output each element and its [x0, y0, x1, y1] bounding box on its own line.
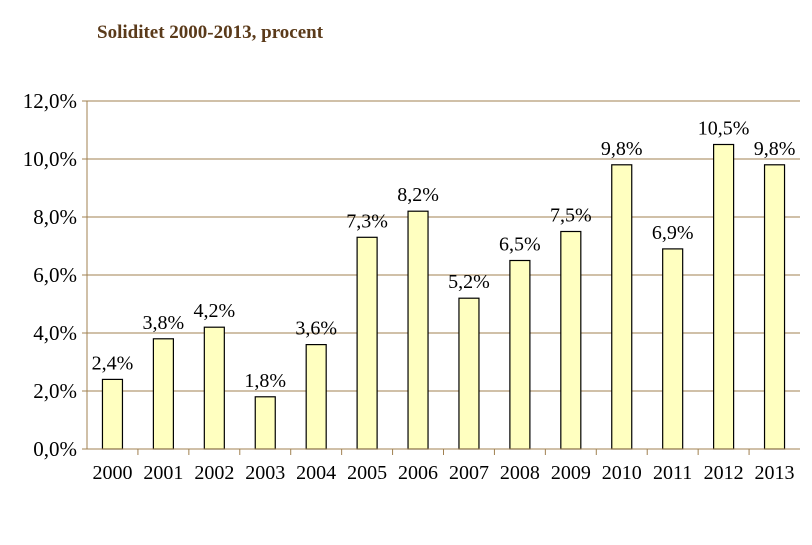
bar-2008 [509, 259, 531, 450]
data-label-2013: 9,8% [754, 138, 796, 160]
bar-2005 [356, 236, 378, 450]
y-tick-labels: 0,0% 2,0% 4,0% 6,0% 8,0% 10,0% 12,0% [23, 89, 77, 461]
bar-2011 [662, 248, 684, 450]
data-label-2008: 6,5% [499, 234, 541, 256]
data-labels: 2,4% 3,8% 4,2% 1,8% 3,6% 7,3% 8,2% 5,2% 6,5% 7,5%… [92, 118, 796, 392]
data-label-2000: 2,4% [92, 352, 134, 374]
x-tick-label: 2004 [296, 462, 336, 484]
x-tick-label: 2010 [602, 462, 642, 484]
axes [86, 101, 800, 450]
data-label-2011: 6,9% [652, 222, 694, 244]
bar-2010 [611, 164, 633, 450]
bar-2006 [407, 210, 429, 450]
data-label-2001: 3,8% [143, 312, 185, 334]
x-tick-label: 2007 [449, 462, 489, 484]
x-tick-label: 2000 [92, 462, 132, 484]
x-tick-label: 2013 [755, 462, 795, 484]
bar-2004 [305, 344, 327, 450]
data-label-2003: 1,8% [244, 370, 286, 392]
grid-lines [82, 100, 800, 450]
y-tick-label: 8,0% [33, 205, 77, 229]
y-tick-label: 10,0% [23, 147, 77, 171]
y-tick-label: 4,0% [33, 321, 77, 345]
bar-2002 [203, 326, 225, 450]
chart-title: Soliditet 2000-2013, procent [97, 22, 324, 43]
x-tick-label: 2001 [143, 462, 183, 484]
x-tick-label: 2002 [194, 462, 234, 484]
data-label-2010: 9,8% [601, 138, 643, 160]
data-label-2009: 7,5% [550, 205, 592, 227]
bar-2012 [713, 143, 735, 450]
x-tick-label: 2012 [704, 462, 744, 484]
data-label-2004: 3,6% [295, 318, 337, 340]
data-label-2012: 10,5% [698, 118, 750, 140]
x-tick-label: 2005 [347, 462, 387, 484]
bar-2001 [152, 338, 174, 450]
bars [101, 143, 786, 450]
data-label-2007: 5,2% [448, 271, 490, 293]
x-tick-labels: 2000 2001 2002 2003 2004 2005 2006 2007 2008 2009… [92, 449, 795, 484]
bar-2013 [763, 164, 786, 450]
x-tick-label: 2011 [653, 462, 692, 484]
bar-2003 [254, 396, 276, 450]
x-tick-label: 2008 [500, 462, 540, 484]
data-label-2005: 7,3% [346, 210, 388, 232]
x-tick-label: 2003 [245, 462, 285, 484]
y-tick-label: 0,0% [33, 437, 77, 461]
x-tick-label: 2009 [551, 462, 591, 484]
y-tick-label: 12,0% [23, 89, 77, 113]
data-label-2006: 8,2% [397, 184, 439, 206]
bar-2000 [101, 378, 124, 450]
y-tick-label: 2,0% [33, 379, 77, 403]
bar-2007 [458, 297, 480, 450]
bar-2009 [560, 230, 582, 450]
y-tick-label: 6,0% [33, 263, 77, 287]
data-label-2002: 4,2% [193, 300, 235, 322]
x-tick-label: 2006 [398, 462, 438, 484]
